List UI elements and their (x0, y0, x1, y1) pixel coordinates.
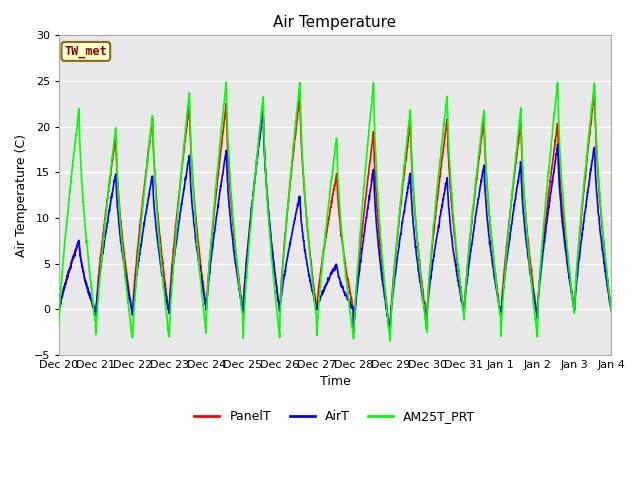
Title: Air Temperature: Air Temperature (273, 15, 397, 30)
X-axis label: Time: Time (319, 375, 350, 388)
Legend: PanelT, AirT, AM25T_PRT: PanelT, AirT, AM25T_PRT (189, 406, 481, 429)
Text: TW_met: TW_met (65, 45, 108, 58)
Y-axis label: Air Temperature (C): Air Temperature (C) (15, 133, 28, 257)
